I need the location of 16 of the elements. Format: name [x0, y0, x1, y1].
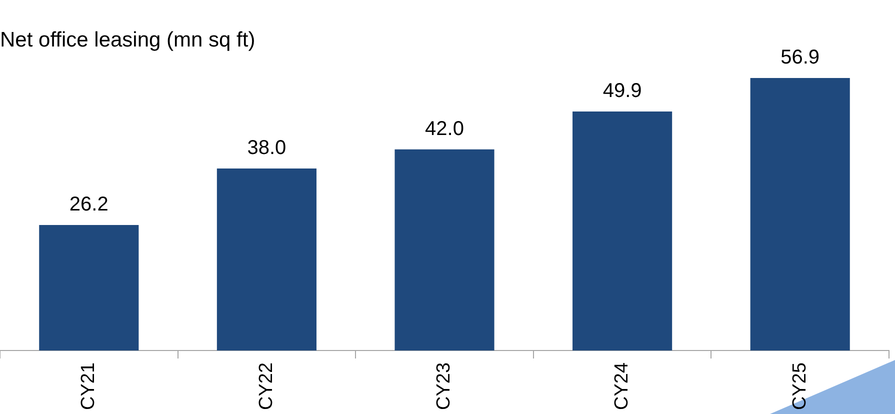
bar [394, 149, 494, 350]
data-label: 56.9 [780, 46, 820, 69]
x-tick-label: CY25 [789, 362, 810, 410]
data-label: 49.9 [602, 80, 642, 102]
x-tick-label: CY24 [612, 362, 633, 410]
bar [216, 168, 316, 350]
x-tick-label: CY22 [256, 362, 277, 410]
x-tick-label: CY23 [434, 362, 455, 410]
data-label: 26.2 [69, 194, 108, 216]
x-tick-label: CY21 [78, 362, 100, 410]
chart-title: Net office leasing (mn sq ft) [0, 28, 256, 52]
bar [39, 225, 139, 350]
data-label: 38.0 [247, 137, 286, 160]
data-label: 42.0 [425, 118, 464, 140]
bar [572, 112, 672, 350]
bar [750, 78, 850, 350]
